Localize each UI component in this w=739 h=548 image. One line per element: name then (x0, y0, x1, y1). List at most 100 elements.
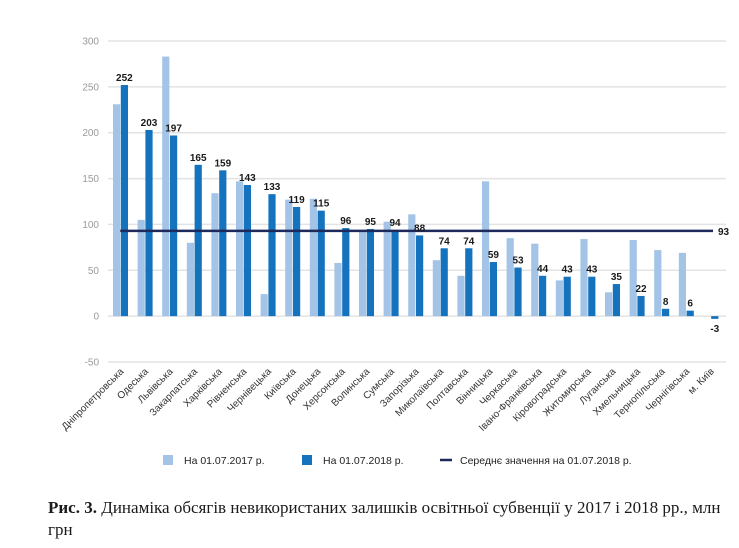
y-tick-label: 300 (82, 37, 99, 48)
bar-2018 (711, 316, 719, 319)
x-axis-labels: ДніпропетровськаОдеськаЛьвівськаЗакарпат… (60, 366, 717, 434)
data-label: 74 (439, 236, 451, 247)
y-tick-label: 50 (88, 266, 100, 277)
bar-2017 (605, 292, 613, 317)
bar-2018 (637, 295, 645, 317)
bar-2017 (113, 104, 121, 317)
bar-2017 (359, 230, 367, 317)
bar-2018 (588, 276, 596, 317)
bar-2017 (457, 275, 465, 317)
bar-2018 (219, 170, 227, 317)
bar-2018 (170, 135, 178, 317)
bar-2017 (506, 238, 514, 317)
bar-2017 (432, 260, 440, 317)
y-tick-label: 150 (82, 174, 99, 185)
bar-2017 (629, 240, 637, 317)
data-label: 43 (562, 265, 574, 276)
bar-2017 (162, 56, 170, 317)
bar-2018 (120, 85, 128, 317)
bar-2018 (539, 275, 547, 317)
legend-label: На 01.07.2017 р. (184, 455, 265, 467)
bar-2017 (260, 294, 268, 317)
data-labels: 252 203 197 165 159 143 133 119 115 96 95 94 88 74 74 5… (116, 73, 720, 335)
bar-2018 (194, 164, 202, 317)
bars (113, 56, 719, 319)
y-tick-label: 250 (82, 82, 99, 93)
y-axis-ticks: 300 250 200 150 100 50 0 -50 (82, 37, 99, 369)
bar-2017 (555, 280, 563, 317)
y-tick-label: 0 (93, 312, 99, 323)
data-label: 165 (190, 153, 207, 164)
bar-2017 (236, 181, 244, 317)
data-label: 74 (463, 236, 475, 247)
bar-2017 (408, 214, 416, 317)
data-label: 197 (165, 123, 182, 134)
bar-2017 (137, 219, 145, 317)
bar-2017 (678, 252, 686, 317)
average-line-label: 93 (718, 227, 730, 238)
data-label: 94 (389, 218, 401, 229)
bar-2018 (317, 210, 325, 317)
bar-2018 (145, 129, 153, 317)
bar-2017 (211, 193, 219, 317)
data-label: 22 (635, 284, 647, 295)
bar-2017 (186, 242, 194, 317)
y-tick-label: -50 (85, 358, 100, 369)
bar-2018 (416, 235, 424, 317)
data-label: 53 (512, 256, 524, 267)
legend-swatch (302, 455, 312, 465)
bar-2017 (531, 243, 539, 317)
caption-prefix: Рис. 3. (48, 498, 97, 517)
bar-2017 (334, 262, 342, 317)
bar-2018 (268, 194, 276, 317)
data-label: 96 (340, 216, 352, 227)
legend: На 01.07.2017 р. На 01.07.2018 р. Середнє … (163, 455, 632, 467)
bar-2018 (465, 248, 473, 317)
bar-2017 (482, 181, 490, 317)
figure-caption: Рис. 3. Динаміка обсягів невикористаних … (48, 497, 738, 541)
bar-2018 (612, 284, 620, 317)
bar-2018 (391, 229, 399, 317)
legend-label: Середнє значення на 01.07.2018 р. (460, 455, 632, 467)
bar-2018 (243, 184, 251, 317)
data-label: 44 (537, 264, 549, 275)
data-label: 143 (239, 173, 256, 184)
average-line-group: 93 (120, 227, 730, 238)
bar-2018 (366, 229, 374, 317)
bar-2017 (383, 221, 391, 317)
bar-2018 (489, 262, 497, 317)
x-tick-label: Дніпропетровська (60, 366, 127, 433)
bar-2018 (342, 228, 350, 317)
bar-chart: 300 250 200 150 100 50 0 -50 93 252 203 197 165 159… (60, 37, 730, 468)
legend-label: На 01.07.2018 р. (323, 455, 404, 467)
caption-text: Динаміка обсягів невикористаних залишків… (48, 498, 721, 539)
data-label: 59 (488, 250, 500, 261)
bar-2018 (440, 248, 448, 317)
bar-2018 (686, 310, 694, 317)
bar-2018 (293, 207, 301, 317)
data-label: 115 (313, 199, 330, 210)
data-label: 159 (214, 158, 231, 169)
bar-2018 (514, 267, 522, 317)
bar-2017 (580, 239, 588, 317)
y-tick-label: 200 (82, 128, 99, 139)
bar-2018 (662, 308, 670, 317)
data-label: 203 (141, 118, 158, 129)
bar-2018 (563, 276, 571, 317)
data-label: 8 (663, 297, 669, 308)
data-label: 119 (289, 195, 306, 206)
data-label: -3 (710, 324, 719, 335)
data-label: 95 (365, 217, 377, 228)
data-label: 252 (116, 73, 133, 84)
data-label: 35 (611, 272, 623, 283)
x-tick-label: м. Київ (686, 366, 716, 396)
y-tick-label: 100 (82, 220, 99, 231)
legend-swatch (163, 455, 173, 465)
data-label: 6 (687, 299, 693, 310)
data-label: 133 (264, 182, 281, 193)
bar-2017 (285, 199, 293, 317)
bar-2017 (309, 198, 317, 317)
data-label: 88 (414, 223, 426, 234)
bar-2017 (654, 250, 662, 317)
data-label: 43 (586, 265, 598, 276)
